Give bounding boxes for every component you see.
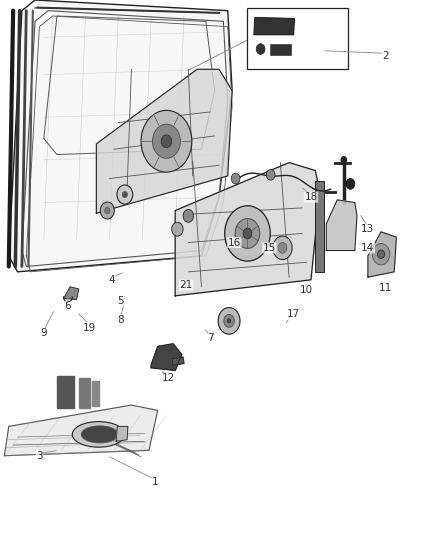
Circle shape xyxy=(346,179,355,189)
Circle shape xyxy=(235,219,260,248)
Text: 8: 8 xyxy=(117,315,124,325)
Circle shape xyxy=(231,173,240,184)
Text: 17: 17 xyxy=(287,310,300,319)
Circle shape xyxy=(172,222,183,236)
Text: 11: 11 xyxy=(379,283,392,293)
Polygon shape xyxy=(9,0,232,272)
Text: 14: 14 xyxy=(361,243,374,253)
Polygon shape xyxy=(116,426,128,441)
Bar xyxy=(270,44,291,55)
Polygon shape xyxy=(175,163,320,296)
Text: 1: 1 xyxy=(152,478,159,487)
Polygon shape xyxy=(96,69,232,213)
Circle shape xyxy=(266,169,275,180)
Polygon shape xyxy=(254,18,294,35)
Text: 6: 6 xyxy=(64,302,71,311)
Circle shape xyxy=(218,308,240,334)
Circle shape xyxy=(341,157,346,163)
Circle shape xyxy=(141,110,192,172)
Polygon shape xyxy=(92,381,99,406)
Polygon shape xyxy=(57,376,74,408)
Polygon shape xyxy=(368,232,396,277)
Circle shape xyxy=(161,135,172,148)
Circle shape xyxy=(122,191,127,198)
Circle shape xyxy=(372,244,390,265)
Circle shape xyxy=(183,209,194,222)
Bar xyxy=(315,181,324,272)
Text: 2: 2 xyxy=(382,51,389,61)
Text: 13: 13 xyxy=(361,224,374,234)
Circle shape xyxy=(100,202,114,219)
Ellipse shape xyxy=(72,422,125,447)
Polygon shape xyxy=(172,357,184,365)
Text: 21: 21 xyxy=(180,280,193,290)
Text: 10: 10 xyxy=(300,286,313,295)
Circle shape xyxy=(224,314,234,327)
Polygon shape xyxy=(151,344,182,370)
Text: 9: 9 xyxy=(40,328,47,338)
Text: 18: 18 xyxy=(304,192,318,202)
Text: 3: 3 xyxy=(36,451,43,461)
Circle shape xyxy=(243,228,252,239)
Circle shape xyxy=(117,185,133,204)
Polygon shape xyxy=(326,200,357,251)
Circle shape xyxy=(256,44,265,54)
Circle shape xyxy=(273,236,292,260)
Ellipse shape xyxy=(81,426,118,443)
Bar xyxy=(247,8,348,69)
Text: 12: 12 xyxy=(162,374,175,383)
Circle shape xyxy=(152,124,180,158)
Circle shape xyxy=(227,319,231,323)
Circle shape xyxy=(225,206,270,261)
Circle shape xyxy=(278,243,287,253)
Text: 4: 4 xyxy=(108,275,115,285)
Text: 5: 5 xyxy=(117,296,124,306)
Text: 16: 16 xyxy=(228,238,241,247)
Text: 19: 19 xyxy=(83,323,96,333)
Polygon shape xyxy=(4,405,158,456)
Polygon shape xyxy=(64,287,79,300)
Circle shape xyxy=(105,207,110,214)
Polygon shape xyxy=(79,378,90,408)
Text: 7: 7 xyxy=(207,334,214,343)
Text: 15: 15 xyxy=(263,243,276,253)
Circle shape xyxy=(378,250,385,259)
